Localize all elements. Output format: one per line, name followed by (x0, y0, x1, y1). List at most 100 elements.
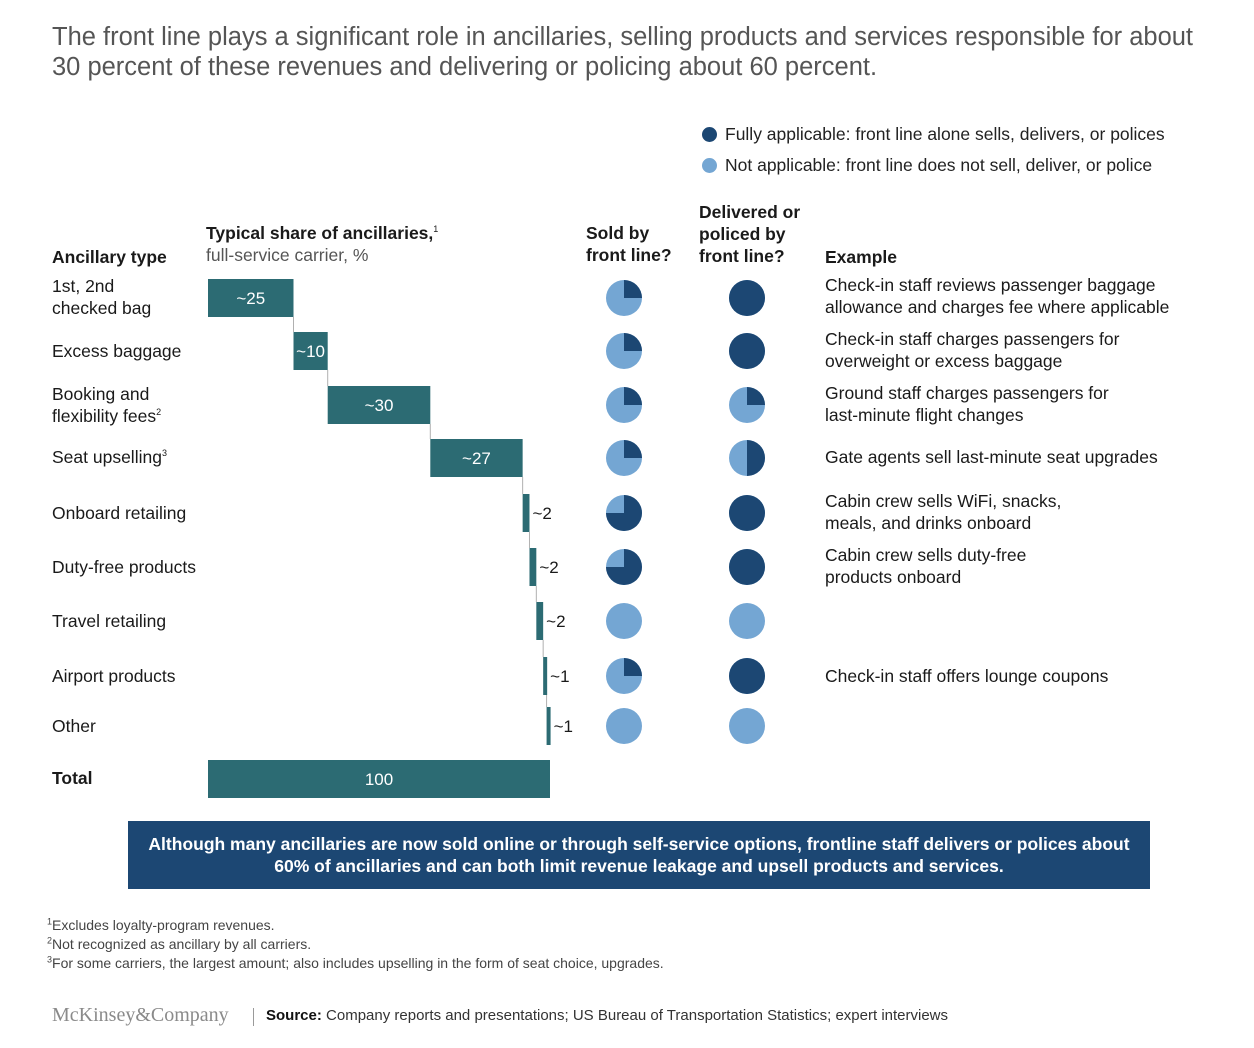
waterfall-bar (536, 602, 544, 640)
row-label-excess-baggage: Excess baggage (52, 340, 181, 362)
waterfall-bar (208, 279, 294, 317)
sold-by-front-line-pie-base (606, 708, 642, 744)
header-share-text: Typical share of ancillaries, (206, 223, 434, 243)
row-label-airport-products: Airport products (52, 665, 176, 687)
bar-value-label: ~2 (546, 612, 565, 631)
row-label-checked-bag: 1st, 2nd checked bag (52, 275, 151, 319)
example-line2: meals, and drinks onboard (825, 513, 1032, 533)
header-delivered: Delivered or policed by front line? (699, 201, 800, 267)
example-line1: Cabin crew sells WiFi, snacks, (825, 491, 1062, 511)
row-label-line1: 1st, 2nd (52, 276, 115, 296)
waterfall-bar (430, 439, 523, 477)
row-label-line1: Other (52, 716, 96, 736)
row-label-line2: checked bag (52, 298, 152, 318)
light-dot-icon (702, 158, 717, 173)
example-checked-bag: Check-in staff reviews passenger baggage… (825, 274, 1225, 318)
delivered-by-front-line-pie-fill (729, 280, 765, 316)
delivered-by-front-line-pie-base (729, 708, 765, 744)
example-duty-free: Cabin crew sells duty-free products onboa… (825, 544, 1225, 588)
legend-label-not: Not applicable: front line does not sell… (725, 155, 1153, 175)
sold-by-front-line-pie-fill (624, 280, 642, 298)
example-line1: Ground staff charges passengers for (825, 383, 1109, 403)
waterfall-bar (327, 386, 431, 424)
waterfall-bar (529, 548, 537, 586)
row-label-onboard-retailing: Onboard retailing (52, 502, 186, 524)
footnote-2: 2Not recognized as ancillary by all carr… (47, 935, 311, 953)
header-sold: Sold by front line? (586, 222, 672, 266)
header-share: Typical share of ancillaries,1 full-serv… (206, 222, 438, 266)
bar-value-label: ~1 (554, 717, 573, 736)
sold-by-front-line-pie-fill (624, 333, 642, 351)
chart-title: The front line plays a significant role … (52, 23, 1194, 81)
sold-by-front-line-pie-fill (624, 658, 642, 676)
row-label-seat-upselling: Seat upselling3 (52, 446, 167, 468)
header-delivered-line1: Delivered or (699, 202, 801, 222)
bar-value-label: ~30 (365, 396, 394, 415)
footnote-text: For some carriers, the largest amount; a… (52, 955, 664, 971)
example-line2: allowance and charges fee where applicab… (825, 297, 1170, 317)
header-share-sub: full-service carrier, % (206, 245, 369, 265)
example-line2: last-minute flight changes (825, 405, 1024, 425)
source-label: Source: (266, 1007, 322, 1024)
header-delivered-line3: front line? (699, 246, 785, 266)
row-label-line1: Excess baggage (52, 341, 182, 361)
sold-by-front-line-pie-fill (624, 387, 642, 405)
legend-item-not: Not applicable: front line does not sell… (702, 155, 1152, 176)
brand-logo: McKinsey&Company (52, 1004, 229, 1026)
delivered-by-front-line-pie-base (729, 603, 765, 639)
header-share-sup: 1 (433, 224, 439, 235)
example-line1: Check-in staff charges passengers for (825, 329, 1120, 349)
sold-by-front-line-pie-base (606, 603, 642, 639)
example-line2: overweight or excess baggage (825, 351, 1063, 371)
delivered-by-front-line-pie-fill (729, 495, 765, 531)
waterfall-bar (522, 494, 530, 532)
row-label-sup: 2 (156, 407, 162, 418)
row-label-line2: flexibility fees (52, 406, 157, 426)
header-ancillary-type: Ancillary type (52, 246, 167, 268)
waterfall-bar (546, 707, 551, 745)
row-label-line1: Airport products (52, 666, 176, 686)
header-example: Example (825, 246, 897, 268)
waterfall-bar (208, 760, 550, 798)
key-insight-banner: Although many ancillaries are now sold o… (128, 821, 1150, 889)
footnote-marker: 2 (47, 935, 53, 946)
bar-value-label: ~25 (236, 289, 265, 308)
row-label-line1: Travel retailing (52, 611, 167, 631)
row-label-line1: Booking and (52, 384, 150, 404)
row-label-line1: Onboard retailing (52, 503, 187, 523)
banner-text: Although many ancillaries are now sold o… (148, 834, 1130, 876)
delivered-by-front-line-pie-fill (729, 658, 765, 694)
row-label-travel-retailing: Travel retailing (52, 610, 166, 632)
header-sold-line2: front line? (586, 245, 672, 265)
example-seat-upselling: Gate agents sell last-minute seat upgrad… (825, 446, 1225, 468)
bar-value-label: 100 (365, 770, 393, 789)
row-label-duty-free: Duty-free products (52, 556, 196, 578)
header-sold-line1: Sold by (586, 223, 650, 243)
footnote-marker: 1 (47, 916, 53, 927)
delivered-by-front-line-pie-fill (747, 440, 765, 476)
example-line2: products onboard (825, 567, 962, 587)
row-label-line1: Seat upselling (52, 447, 162, 467)
row-label-booking-fees: Booking and flexibility fees2 (52, 383, 161, 427)
sold-by-front-line-pie-fill (606, 495, 642, 531)
header-example-text: Example (825, 247, 897, 267)
footer-divider (253, 1008, 254, 1026)
sold-by-front-line-pie-fill (606, 549, 642, 585)
example-excess-baggage: Check-in staff charges passengers for ove… (825, 328, 1225, 372)
bar-value-label: ~1 (550, 667, 569, 686)
row-label-total: Total (52, 768, 93, 788)
delivered-by-front-line-pie-fill (747, 387, 765, 405)
source-text: Company reports and presentations; US Bu… (326, 1007, 949, 1024)
delivered-by-front-line-pie-fill (729, 549, 765, 585)
footnote-text: Not recognized as ancillary by all carri… (52, 936, 312, 952)
footnote-3: 3For some carriers, the largest amount; … (47, 954, 664, 972)
footnote-marker: 3 (47, 954, 53, 965)
footnote-1: 1Excludes loyalty-program revenues. (47, 916, 275, 934)
bar-value-label: ~27 (462, 449, 491, 468)
example-booking-fees: Ground staff charges passengers for last-… (825, 382, 1225, 426)
row-label-other: Other (52, 715, 96, 737)
example-onboard-retailing: Cabin crew sells WiFi, snacks, meals, and… (825, 490, 1225, 534)
legend-label-fully: Fully applicable: front line alone sells… (725, 124, 1165, 144)
waterfall-bar (543, 657, 548, 695)
